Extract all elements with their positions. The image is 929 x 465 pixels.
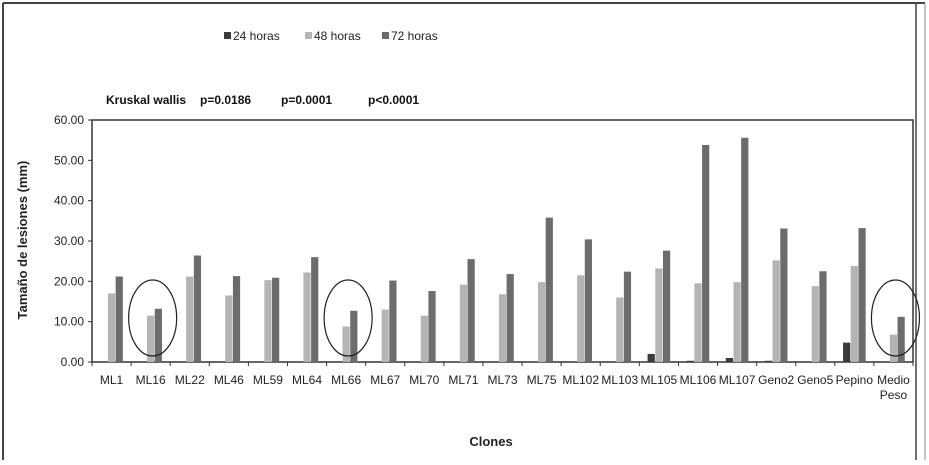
kruskal-label: Kruskal wallis xyxy=(106,93,186,107)
bar-48-horas xyxy=(264,280,272,362)
bar-48-horas xyxy=(459,284,468,362)
bar-72-horas xyxy=(506,274,514,362)
x-tick-label: Pepino xyxy=(836,373,874,387)
bar-72-horas xyxy=(350,310,358,362)
legend-swatch-48 xyxy=(305,32,312,39)
bar-24-horas xyxy=(843,342,851,362)
bar-72-horas xyxy=(467,259,475,362)
bar-48-horas xyxy=(655,268,663,362)
x-tick-label: ML66 xyxy=(331,373,361,387)
bar-72-horas xyxy=(897,316,905,362)
x-tick-label: ML59 xyxy=(253,373,283,387)
y-tick-label: 60.00 xyxy=(54,113,84,127)
y-tick-label: 0.00 xyxy=(61,355,85,369)
bar-24-horas xyxy=(686,360,694,362)
legend-label-48: 48 horas xyxy=(314,29,361,43)
bar-72-horas xyxy=(662,250,671,362)
x-tick-label: ML64 xyxy=(292,373,322,387)
bar-72-horas xyxy=(193,255,202,362)
bar-48-horas xyxy=(342,326,350,362)
legend: 24 horas 48 horas 72 horas xyxy=(224,29,438,43)
x-tick-label: ML16 xyxy=(136,373,166,387)
kruskal-annotation: Kruskal wallis p=0.0186 p=0.0001 p<0.000… xyxy=(106,93,419,107)
bar-24-horas xyxy=(647,353,655,362)
y-tick-label: 30.00 xyxy=(54,234,84,248)
highlight-circle xyxy=(128,279,178,357)
bar-72-horas xyxy=(389,280,397,362)
legend-label-24: 24 horas xyxy=(233,29,280,43)
legend-swatch-24 xyxy=(224,32,231,39)
x-tick-label: ML105 xyxy=(641,373,678,387)
x-tick-label: ML107 xyxy=(719,373,756,387)
bar-72-horas xyxy=(780,228,788,362)
x-tick-label: Geno5 xyxy=(797,373,833,387)
bar-24-horas xyxy=(725,357,733,362)
x-tick-label: ML71 xyxy=(448,373,478,387)
bar-72-horas xyxy=(623,271,632,362)
bar-48-horas xyxy=(772,260,780,362)
x-tick-label: ML103 xyxy=(601,373,638,387)
y-tick-label: 40.00 xyxy=(54,194,84,208)
bar-48-horas xyxy=(616,297,624,362)
x-tick-label: ML70 xyxy=(409,373,439,387)
bar-72-horas xyxy=(819,271,827,362)
bar-48-horas xyxy=(381,309,389,362)
x-tick-label: ML46 xyxy=(214,373,244,387)
bar-24-horas xyxy=(764,360,773,362)
bar-48-horas xyxy=(186,276,194,362)
bar-72-horas xyxy=(545,217,553,362)
x-tick-label: ML106 xyxy=(680,373,717,387)
y-axis-title: Tamaño de lesiones (mm) xyxy=(15,161,30,320)
x-tick-label: Medio Peso xyxy=(877,373,910,402)
legend-label-72: 72 horas xyxy=(391,29,438,43)
kruskal-p2: p=0.0001 xyxy=(281,93,332,107)
highlight-circle xyxy=(870,279,921,357)
x-tick-label: Geno2 xyxy=(758,373,794,387)
bar-72-horas xyxy=(858,228,866,362)
bar-48-horas xyxy=(694,283,702,362)
bar-48-horas xyxy=(811,286,819,362)
bar-48-horas xyxy=(733,282,741,362)
bar-48-horas xyxy=(420,315,428,362)
bar-72-horas xyxy=(154,308,162,362)
bar-48-horas xyxy=(850,266,858,362)
y-tick-label: 50.00 xyxy=(54,153,84,167)
x-tick-label: ML1 xyxy=(100,373,124,387)
y-tick-label: 10.00 xyxy=(54,315,84,329)
bar-48-horas xyxy=(498,294,507,362)
x-tick-label: ML102 xyxy=(562,373,599,387)
bar-48-horas xyxy=(225,295,233,362)
plot-area: 0.00 10.00 20.00 30.00 40.00 50.00 60.00 ML1 ML1… xyxy=(54,113,921,402)
bar-72-horas xyxy=(584,239,592,362)
bar-48-horas xyxy=(107,293,116,362)
bar-48-horas xyxy=(537,282,546,362)
legend-swatch-72 xyxy=(382,32,389,39)
bar-72-horas xyxy=(311,257,319,362)
x-tick-label: ML67 xyxy=(370,373,400,387)
bar-48-horas xyxy=(889,334,898,362)
kruskal-p1: p=0.0186 xyxy=(200,93,251,107)
bar-72-horas xyxy=(115,276,123,362)
bar-72-horas xyxy=(741,137,749,362)
highlight-circle xyxy=(323,279,373,357)
bar-48-horas xyxy=(577,275,585,362)
x-tick-label: ML73 xyxy=(487,373,517,387)
y-tick-label: 20.00 xyxy=(54,274,84,288)
x-tick-label: ML75 xyxy=(527,373,557,387)
x-axis-title: Clones xyxy=(469,434,512,449)
bar-48-horas xyxy=(147,315,155,362)
bar-72-horas xyxy=(428,291,436,362)
bar-72-horas xyxy=(702,145,710,362)
x-tick-label: ML22 xyxy=(175,373,205,387)
bar-72-horas xyxy=(232,276,241,362)
bar-72-horas xyxy=(272,277,280,362)
kruskal-p3: p<0.0001 xyxy=(368,93,419,107)
bar-48-horas xyxy=(303,272,311,362)
